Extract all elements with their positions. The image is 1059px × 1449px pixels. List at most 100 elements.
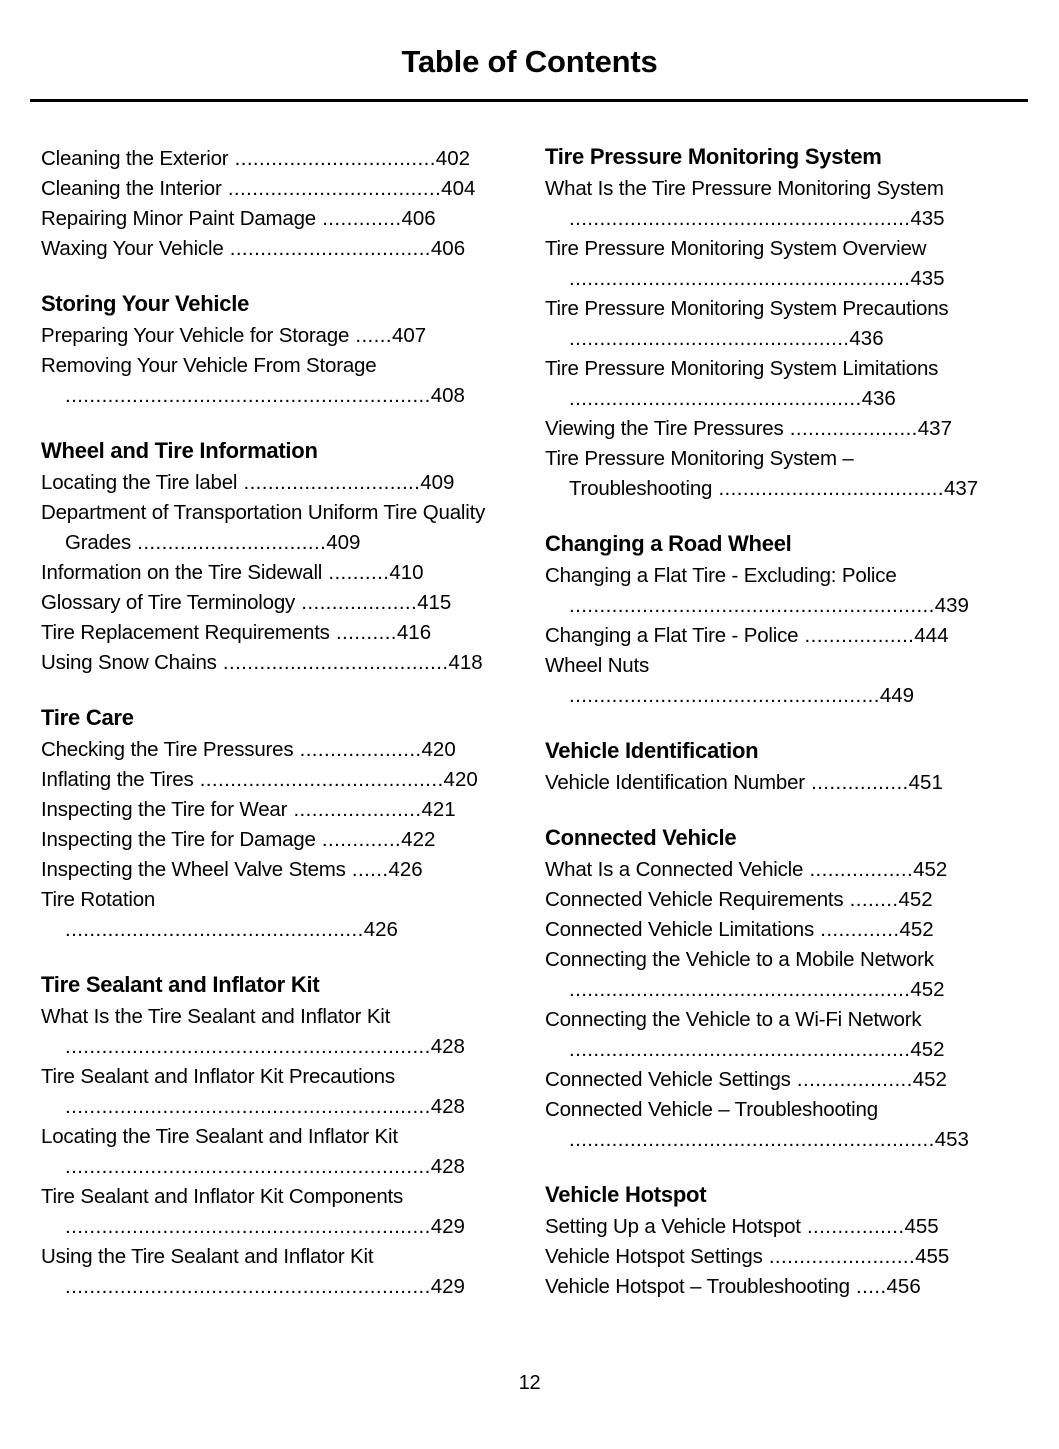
toc-entry-label: Locating the Tire label xyxy=(41,471,238,494)
toc-entry-list: Checking the Tire Pressures ............… xyxy=(41,735,490,945)
toc-entry[interactable]: Changing a Flat Tire - Excluding: Police… xyxy=(545,561,994,621)
toc-entry-label: Vehicle Hotspot – Troubleshooting xyxy=(545,1275,850,1298)
toc-entry-label: Checking the Tire Pressures xyxy=(41,738,294,761)
toc-entry-label: Viewing the Tire Pressures xyxy=(545,417,784,440)
left-column: Cleaning the Exterior ..................… xyxy=(41,144,490,1302)
toc-entry[interactable]: Inspecting the Tire for Wear ...........… xyxy=(41,795,490,825)
toc-entry-label: Cleaning the Exterior xyxy=(41,147,229,170)
toc-entry[interactable]: Preparing Your Vehicle for Storage .....… xyxy=(41,321,490,351)
toc-entry-list: What Is a Connected Vehicle ............… xyxy=(545,855,994,1155)
toc-entry[interactable]: Inspecting the Wheel Valve Stems ......4… xyxy=(41,855,490,885)
toc-entry-label: Vehicle Identification Number xyxy=(545,771,805,794)
toc-entry-page-number: 416 xyxy=(396,621,432,644)
toc-entry[interactable]: Tire Rotation ..........................… xyxy=(41,885,490,945)
toc-entry[interactable]: Repairing Minor Paint Damage ...........… xyxy=(41,204,490,234)
toc-entry-leader-dots: ..................................... xyxy=(216,651,449,674)
toc-entry[interactable]: Vehicle Identification Number ..........… xyxy=(545,768,994,798)
toc-entry[interactable]: Changing a Flat Tire - Police ..........… xyxy=(545,621,994,651)
toc-entry[interactable]: Checking the Tire Pressures ............… xyxy=(41,735,490,765)
toc-entry-page-number: 409 xyxy=(326,531,361,554)
toc-section-heading: Connected Vehicle xyxy=(545,825,737,850)
toc-entry-label: Changing a Flat Tire - Excluding: Police xyxy=(545,564,897,587)
toc-entry[interactable]: Locating the Tire Sealant and Inflator K… xyxy=(41,1122,490,1182)
toc-entry[interactable]: Connected Vehicle Settings .............… xyxy=(545,1065,994,1095)
toc-entry[interactable]: Connected Vehicle Requirements ........4… xyxy=(545,885,994,915)
toc-section-heading: Vehicle Hotspot xyxy=(545,1182,707,1207)
toc-entry[interactable]: What Is a Connected Vehicle ............… xyxy=(545,855,994,885)
toc-entry-page-number: 428 xyxy=(430,1095,465,1118)
toc-entry[interactable]: Tire Pressure Monitoring System – Troubl… xyxy=(545,444,994,504)
toc-entry[interactable]: Connected Vehicle Limitations ..........… xyxy=(545,915,994,945)
toc-entry-page-number: 456 xyxy=(886,1275,921,1298)
toc-entry-page-number: 428 xyxy=(430,1155,465,1178)
toc-entry[interactable]: Using the Tire Sealant and Inflator Kit … xyxy=(41,1242,490,1302)
toc-entry-label: Preparing Your Vehicle for Storage xyxy=(41,324,350,347)
toc-entry[interactable]: Tire Sealant and Inflator Kit Components… xyxy=(41,1182,490,1242)
toc-entry[interactable]: Viewing the Tire Pressures .............… xyxy=(545,414,994,444)
toc-section-heading: Wheel and Tire Information xyxy=(41,438,318,463)
toc-entry-leader-dots: ........................................… xyxy=(569,594,935,617)
toc-entry-leader-dots: ........................................… xyxy=(65,384,431,407)
toc-entry[interactable]: Connected Vehicle – Troubleshooting ....… xyxy=(545,1095,994,1155)
toc-entry-label: Inspecting the Tire for Damage xyxy=(41,828,316,851)
toc-entry[interactable]: Glossary of Tire Terminology ...........… xyxy=(41,588,490,618)
toc-entry-leader-dots: ............. xyxy=(315,828,402,851)
toc-entry-leader-dots: ........ xyxy=(843,888,899,911)
toc-entry-leader-dots: .................. xyxy=(798,624,915,647)
toc-entry[interactable]: Inspecting the Tire for Damage .........… xyxy=(41,825,490,855)
toc-entry-label: What Is a Connected Vehicle xyxy=(545,858,804,881)
toc-entry[interactable]: Tire Pressure Monitoring System Limitati… xyxy=(545,354,994,414)
toc-entry[interactable]: Tire Pressure Monitoring System Overview… xyxy=(545,234,994,294)
toc-entry[interactable]: Cleaning the Exterior ..................… xyxy=(41,144,490,174)
toc-section-heading: Changing a Road Wheel xyxy=(545,531,792,556)
toc-section: Connected Vehicle What Is a Connected Veh… xyxy=(545,825,994,1155)
toc-entry[interactable]: Wheel Nuts .............................… xyxy=(545,651,994,711)
toc-entry[interactable]: Tire Sealant and Inflator Kit Precaution… xyxy=(41,1062,490,1122)
toc-entry-leader-dots: ............................... xyxy=(131,531,327,554)
toc-entry-page-number: 436 xyxy=(861,387,896,410)
toc-entry[interactable]: Setting Up a Vehicle Hotspot ...........… xyxy=(545,1212,994,1242)
toc-entry-label: Inflating the Tires xyxy=(41,768,194,791)
toc-entry-page-number: 452 xyxy=(910,1038,945,1061)
toc-entry-leader-dots: ................................. xyxy=(223,237,431,260)
toc-entry-leader-dots: ..................................... xyxy=(712,477,944,500)
toc-entry[interactable]: Department of Transportation Uniform Tir… xyxy=(41,498,490,558)
toc-entry-leader-dots: ........................................… xyxy=(569,387,862,410)
toc-entry-page-number: 429 xyxy=(430,1215,465,1238)
toc-entry[interactable]: What Is the Tire Pressure Monitoring Sys… xyxy=(545,174,994,234)
toc-entry-leader-dots: ..................... xyxy=(783,417,918,440)
toc-entry-label: Waxing Your Vehicle xyxy=(41,237,224,260)
toc-entry-page-number: 455 xyxy=(915,1245,950,1268)
toc-entry-leader-dots: ........................................… xyxy=(65,1155,431,1178)
toc-entry[interactable]: Cleaning the Interior ..................… xyxy=(41,174,490,204)
toc-entry[interactable]: Connecting the Vehicle to a Mobile Netwo… xyxy=(545,945,994,1005)
toc-entry-leader-dots: ............................. xyxy=(237,471,421,494)
toc-entry[interactable]: Vehicle Hotspot – Troubleshooting .....4… xyxy=(545,1272,994,1302)
toc-entry[interactable]: Removing Your Vehicle From Storage .....… xyxy=(41,351,490,411)
title-divider xyxy=(30,99,1028,102)
toc-entry[interactable]: Vehicle Hotspot Settings ...............… xyxy=(545,1242,994,1272)
toc-entry-page-number: 402 xyxy=(435,147,471,170)
toc-entry-label: What Is the Tire Sealant and Inflator Ki… xyxy=(41,1005,391,1028)
toc-entry[interactable]: Waxing Your Vehicle ....................… xyxy=(41,234,490,264)
toc-entry[interactable]: Information on the Tire Sidewall .......… xyxy=(41,558,490,588)
toc-entry-label: Tire Pressure Monitoring System Precauti… xyxy=(545,297,949,320)
toc-entry[interactable]: Locating the Tire label ................… xyxy=(41,468,490,498)
toc-entry-page-number: 452 xyxy=(898,888,933,911)
toc-entry[interactable]: Tire Replacement Requirements ..........… xyxy=(41,618,490,648)
toc-entry-page-number: 421 xyxy=(421,798,456,821)
toc-entry[interactable]: Using Snow Chains ......................… xyxy=(41,648,490,678)
toc-entry[interactable]: Tire Pressure Monitoring System Precauti… xyxy=(545,294,994,354)
toc-entry-label: Information on the Tire Sidewall xyxy=(41,561,323,584)
toc-entry[interactable]: What Is the Tire Sealant and Inflator Ki… xyxy=(41,1002,490,1062)
toc-entry-list: Changing a Flat Tire - Excluding: Police… xyxy=(545,561,994,711)
toc-entry[interactable]: Inflating the Tires ....................… xyxy=(41,765,490,795)
toc-entry[interactable]: Connecting the Vehicle to a Wi-Fi Networ… xyxy=(545,1005,994,1065)
toc-entry-label: Connecting the Vehicle to a Wi-Fi Networ… xyxy=(545,1008,922,1031)
toc-entry-page-number: 451 xyxy=(908,771,943,794)
toc-section-heading: Tire Pressure Monitoring System xyxy=(545,144,882,169)
toc-entry-page-number: 410 xyxy=(389,561,424,584)
toc-entry-leader-dots: .................... xyxy=(293,738,422,761)
toc-entry-leader-dots: ............. xyxy=(814,918,900,941)
